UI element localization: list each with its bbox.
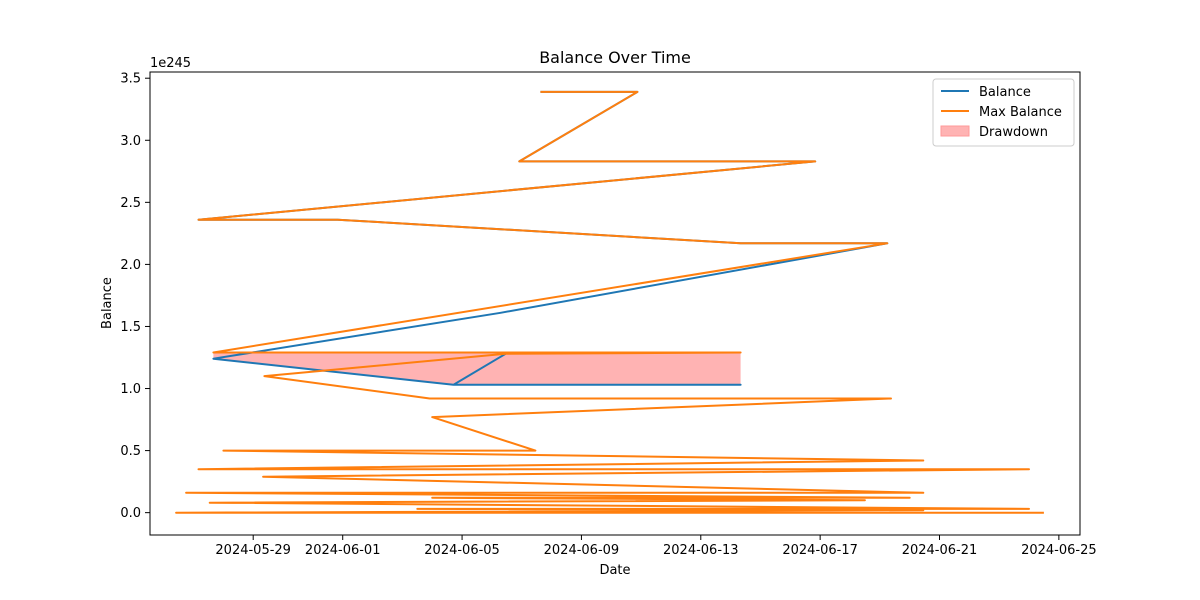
chart-title: Balance Over Time <box>539 48 691 67</box>
legend-swatch-drawdown <box>940 125 970 137</box>
x-axis: 2024-05-29 2024-06-01 2024-06-05 2024-06-09… <box>215 535 1097 558</box>
x-tick-label-3: 2024-06-05 <box>424 543 500 558</box>
x-axis-label: Date <box>599 563 630 578</box>
x-tick-label-4: 2024-06-09 <box>544 543 620 558</box>
y-tick-label-1: 0.0 <box>120 506 141 521</box>
legend-label-max-balance: Max Balance <box>979 105 1062 120</box>
y-tick-label-7: 3.0 <box>120 134 141 149</box>
x-tick-label-6: 2024-06-17 <box>782 543 858 558</box>
x-tick-label-1: 2024-05-29 <box>215 543 291 558</box>
y-tick-label-8: 3.5 <box>120 72 141 87</box>
y-tick-label-3: 1.0 <box>120 382 141 397</box>
x-tick-label-7: 2024-06-21 <box>902 543 978 558</box>
x-tick-label-8: 2024-06-25 <box>1021 543 1097 558</box>
y-axis: 0.0 0.5 1.0 1.5 2.0 2.5 3.0 3.5 <box>120 72 150 521</box>
y-axis-label: Balance <box>100 277 115 329</box>
legend-label-balance: Balance <box>979 85 1031 100</box>
y-offset-label: 1e245 <box>150 56 191 71</box>
plot-area <box>175 90 1044 514</box>
y-tick-label-6: 2.5 <box>120 196 141 211</box>
x-tick-label-5: 2024-06-13 <box>663 543 739 558</box>
series-line-max-balance <box>175 90 1044 514</box>
y-tick-label-5: 2.0 <box>120 258 141 273</box>
plot-frame <box>149 71 1081 536</box>
y-tick-label-4: 1.5 <box>120 320 141 335</box>
legend-label-drawdown: Drawdown <box>979 125 1048 140</box>
y-tick-label-2: 0.5 <box>120 444 141 459</box>
x-tick-label-2: 2024-06-01 <box>305 543 381 558</box>
drawdown-area-1 <box>213 352 741 385</box>
legend: Balance Max Balance Drawdown <box>932 78 1075 147</box>
